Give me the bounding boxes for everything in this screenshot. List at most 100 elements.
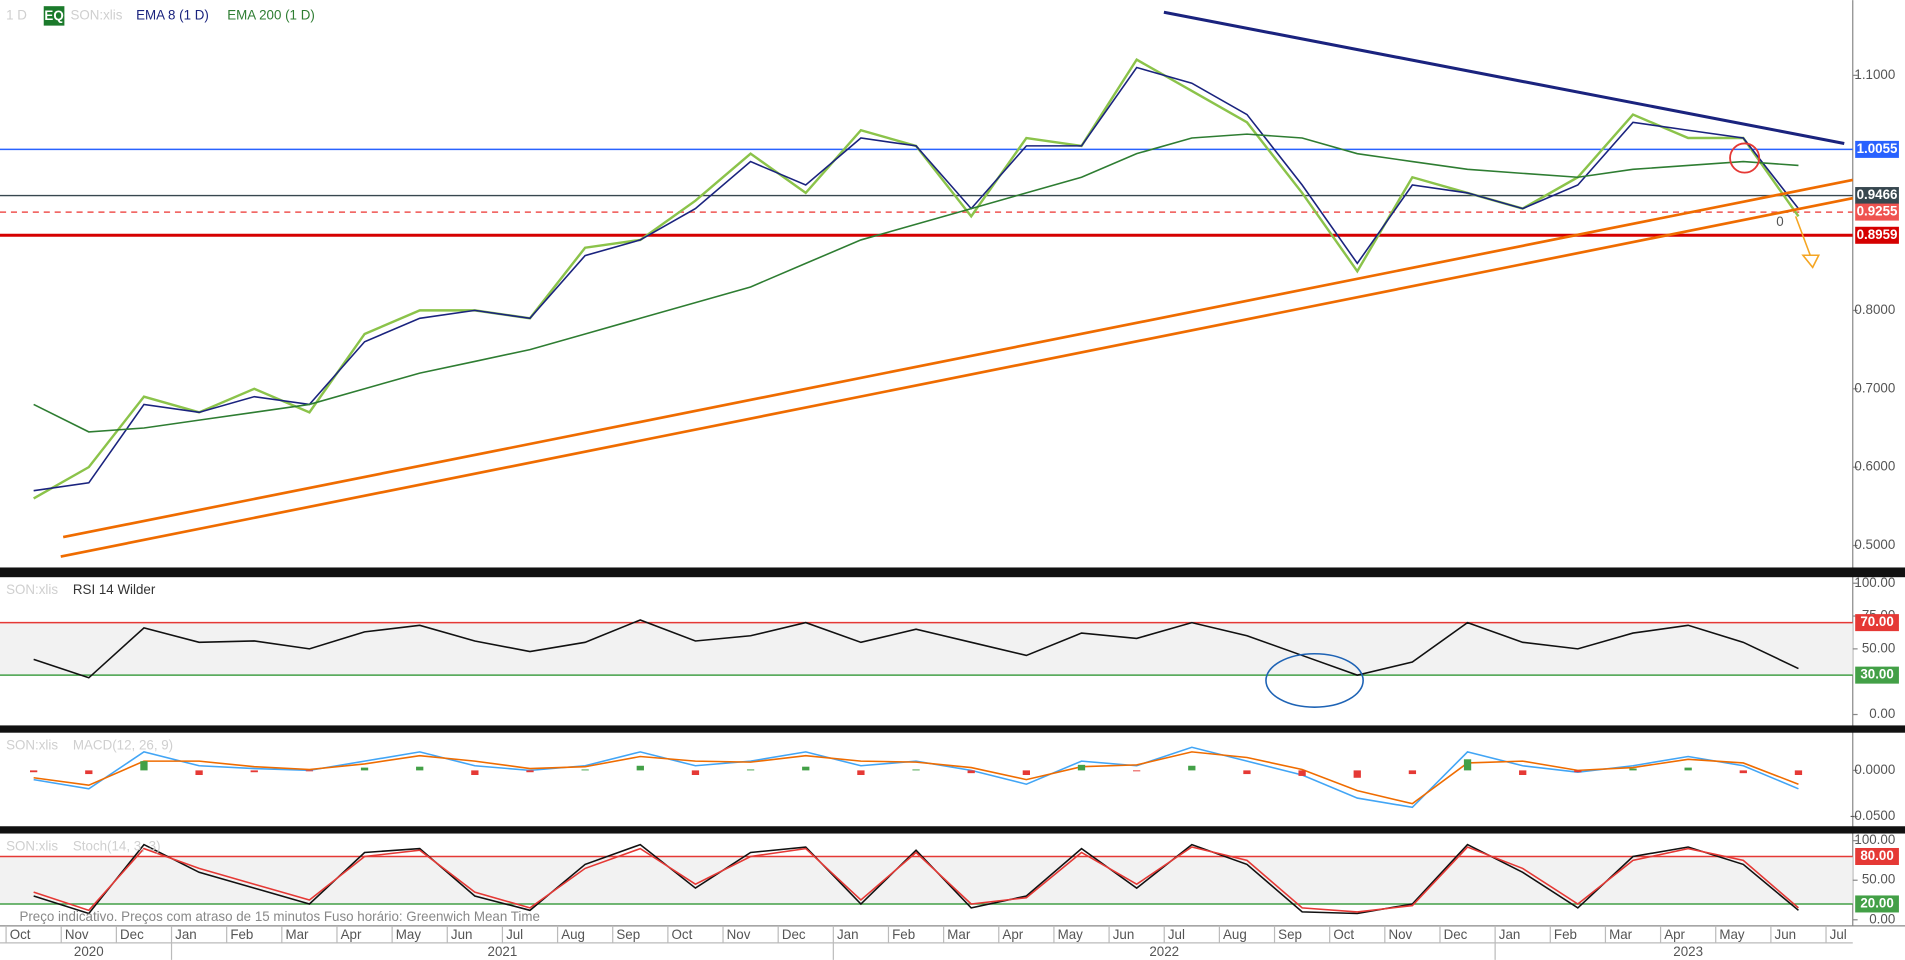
histogram-bar [30, 770, 38, 773]
level-tag-label: 0.8959 [1857, 227, 1898, 242]
histogram-bar [305, 770, 314, 772]
series-line [33, 66, 1800, 492]
y-tick-label: 0.7000 [1854, 380, 1895, 395]
x-tick-label: Mar [1609, 927, 1633, 942]
y-tick-label: 50.00 [1862, 872, 1895, 887]
footer-note: Preço indicativo. Preços com atraso de 1… [19, 909, 540, 924]
histogram-bar [471, 770, 479, 775]
year-label: 2021 [488, 944, 518, 959]
histogram-bar [746, 769, 755, 771]
x-tick-label: Aug [561, 927, 585, 942]
histogram-bar [1133, 770, 1141, 772]
histogram-bar [85, 770, 93, 775]
pane-title: Stoch(14, 3, 3) [73, 838, 161, 853]
arrow [1794, 216, 1821, 269]
y-tick-label: 50.00 [1862, 640, 1895, 655]
series-line [33, 133, 1799, 433]
level-tag-label: 80.00 [1860, 848, 1893, 863]
y-tick-label: 0.0000 [1854, 762, 1895, 777]
level-tag [1855, 140, 1899, 158]
x-tick-label: Jun [1775, 927, 1797, 942]
x-tick-label: Feb [230, 927, 253, 942]
level-tag-label: 0.9466 [1857, 187, 1898, 202]
histogram-bar [581, 769, 589, 771]
histogram-bar [691, 770, 700, 775]
series-line [33, 843, 1799, 915]
y-tick-label: 0.00 [1869, 706, 1895, 721]
x-tick-label: Feb [1554, 927, 1577, 942]
x-tick-label: Jul [1168, 927, 1185, 942]
symbol: SON:xlis [70, 7, 122, 22]
x-tick-label: Dec [782, 927, 806, 942]
level-tag [1855, 847, 1899, 865]
level-tag [1855, 226, 1899, 244]
histogram-bar [857, 770, 865, 775]
level-tag-label: 30.00 [1860, 667, 1893, 682]
pane-separator [0, 725, 1905, 733]
histogram-bar [1353, 770, 1361, 778]
pane-title: RSI 14 Wilder [73, 582, 156, 597]
series-line [33, 751, 1799, 805]
histogram-bar [967, 770, 975, 774]
trendline [1163, 10, 1845, 145]
x-tick-label: Jun [451, 927, 473, 942]
histogram-bar [636, 765, 644, 771]
x-tick-label: May [1719, 927, 1745, 942]
x-tick-label: Dec [1444, 927, 1468, 942]
histogram-bar [1684, 767, 1692, 771]
series-line [33, 619, 1799, 679]
x-tick-label: Oct [10, 927, 31, 942]
x-tick-label: Jan [837, 927, 859, 942]
histogram-bar [1463, 759, 1472, 771]
y-tick-label: 1.1000 [1854, 67, 1895, 82]
histogram-bar [1739, 770, 1747, 774]
level-tag [1855, 203, 1899, 221]
y-tick-label: 100.00 [1854, 832, 1895, 847]
histogram-bar [1519, 770, 1527, 775]
level-tag-label: 70.00 [1860, 614, 1893, 629]
level-tag-label: 20.00 [1860, 895, 1893, 910]
histogram-bar [250, 770, 258, 773]
x-tick-label: Jul [506, 927, 523, 942]
histogram-bar [1629, 768, 1637, 771]
marker-ellipse [1265, 652, 1364, 708]
x-tick-label: Apr [1664, 927, 1685, 942]
histogram-bar [912, 769, 920, 771]
pane-separator [0, 826, 1905, 834]
histogram-bar [1188, 765, 1196, 771]
level-tag-label: 1.0055 [1857, 141, 1898, 156]
histogram-bar [1794, 770, 1803, 775]
x-tick-label: Oct [672, 927, 693, 942]
histogram-bar [1243, 770, 1251, 775]
y-tick-label: 0.5000 [1854, 537, 1895, 552]
x-tick-label: Apr [1002, 927, 1023, 942]
x-tick-label: Mar [285, 927, 309, 942]
x-tick-label: Feb [892, 927, 915, 942]
histogram-bar [195, 770, 203, 775]
x-tick-label: Mar [947, 927, 971, 942]
trendline [60, 196, 1854, 558]
y-tick-label: 0.00 [1869, 911, 1895, 926]
level-tag [1855, 614, 1899, 632]
x-tick-label: Jun [1113, 927, 1135, 942]
histogram-bar [140, 761, 148, 771]
histogram-bar [802, 766, 810, 771]
level-tag [1855, 187, 1899, 205]
trendline [62, 178, 1854, 539]
pane-title: MACD(12, 26, 9) [73, 738, 173, 753]
x-tick-label: Oct [1333, 927, 1354, 942]
level-band [0, 856, 1853, 904]
histogram-bar [526, 770, 534, 773]
year-label: 2022 [1149, 944, 1179, 959]
histogram-bar [416, 766, 424, 771]
level-tag-label: 0.9255 [1857, 204, 1898, 219]
x-tick-label: May [396, 927, 422, 942]
series-line [33, 846, 1799, 913]
badge-box [43, 6, 65, 26]
annotation: 0 [1776, 214, 1783, 229]
pane-symbol: SON:xlis [6, 738, 58, 753]
y-tick-label: 100.00 [1854, 575, 1895, 590]
